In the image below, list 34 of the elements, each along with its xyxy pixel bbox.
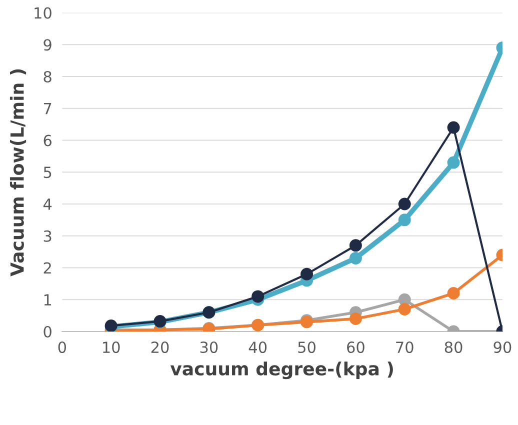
y-tick-label: 9 (44, 39, 52, 51)
point (447, 287, 460, 300)
x-tick-label: 70 (396, 341, 414, 354)
point (447, 156, 460, 169)
point (349, 312, 362, 325)
x-tick-label: 80 (444, 341, 462, 354)
y-tick-label: 0 (44, 326, 52, 338)
y-tick-label: 3 (44, 230, 52, 242)
point (300, 268, 314, 280)
y-tick-label: 7 (44, 103, 52, 114)
y-tick-label: 8 (44, 70, 52, 83)
point (349, 252, 362, 264)
x-tick-label: 40 (248, 341, 267, 354)
y-tick-label: 2 (44, 262, 51, 274)
x-tick-label: 50 (298, 341, 316, 354)
y-axis-title: Vacuum flow(L/min ) (10, 69, 26, 276)
point (398, 302, 411, 316)
x-tick-label: 0 (58, 341, 66, 354)
x-axis-title: vacuum degree-(kpa ) (170, 362, 393, 380)
y-tick-label: 5 (44, 166, 52, 178)
point (252, 290, 264, 303)
point (398, 198, 411, 210)
x-tick-label: 20 (151, 341, 169, 354)
x-tick-label: 10 (103, 341, 120, 354)
point (398, 214, 411, 226)
x-tick-label: 30 (200, 341, 218, 354)
y-tick-label: 1 (44, 294, 52, 306)
x-tick-label: 60 (347, 341, 364, 354)
x-tick-label: 90 (494, 341, 512, 354)
point (349, 239, 362, 252)
y-tick-label: 6 (44, 134, 52, 146)
point (447, 121, 460, 134)
y-tick-label: 10 (34, 7, 52, 19)
y-tick-label: 4 (43, 198, 52, 210)
